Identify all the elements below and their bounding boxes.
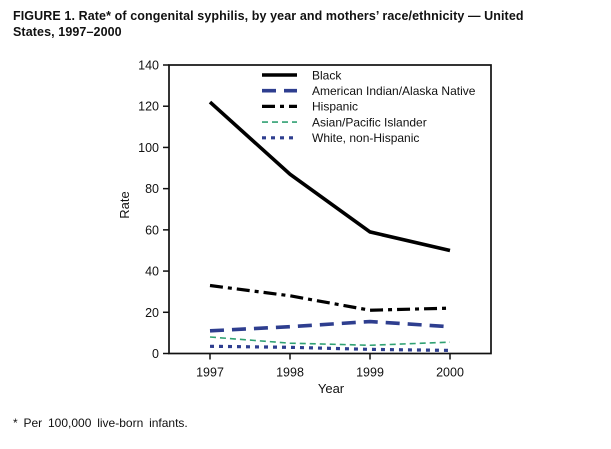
x-tick-label: 1999 (356, 366, 384, 380)
chart-legend: Black American Indian/Alaska Native Hispan… (262, 68, 476, 145)
y-tick-label: 40 (145, 265, 159, 279)
x-axis: 1997 1998 1999 2000 (196, 353, 464, 380)
figure-title-line1: FIGURE 1. Rate* of congenital syphilis, … (13, 9, 524, 23)
plot-border (168, 64, 492, 355)
y-axis: 0 20 40 60 80 100 120 140 (138, 59, 169, 361)
legend-label-american-indian-alaska-native: American Indian/Alaska Native (312, 84, 476, 98)
figure-footnote: * Per 100,000 live-born infants. (13, 416, 188, 430)
series-line-white-non-hispanic (209, 344, 451, 353)
legend-label-asian-pacific-islander: Asian/Pacific Islander (312, 115, 427, 129)
figure-title: FIGURE 1. Rate* of congenital syphilis, … (13, 8, 605, 40)
y-tick-label: 20 (145, 306, 159, 320)
legend-label-white-non-hispanic: White, non-Hispanic (312, 131, 419, 145)
y-tick-label: 80 (145, 182, 159, 196)
x-tick-label: 1997 (196, 366, 224, 380)
legend-label-black: Black (312, 68, 342, 82)
plot-frame (168, 64, 492, 355)
x-tick-label: 2000 (436, 366, 464, 380)
series-line-black (208, 100, 451, 253)
series-lines (208, 100, 451, 353)
series-line-american-indian-alaska-native (209, 319, 451, 333)
series-line-hispanic (209, 283, 451, 312)
legend-label-hispanic: Hispanic (312, 100, 358, 114)
y-tick-label: 140 (138, 59, 159, 73)
series-line-asian-pacific-islander (209, 336, 451, 347)
x-axis-title: Year (318, 381, 345, 396)
y-tick-label: 120 (138, 100, 159, 114)
y-tick-label: 60 (145, 223, 159, 237)
y-tick-label: 0 (152, 347, 159, 361)
figure-title-line2: States, 1997–2000 (13, 25, 122, 39)
y-tick-label: 100 (138, 141, 159, 155)
x-tick-label: 1998 (276, 366, 304, 380)
y-axis-title: Rate (117, 191, 132, 218)
